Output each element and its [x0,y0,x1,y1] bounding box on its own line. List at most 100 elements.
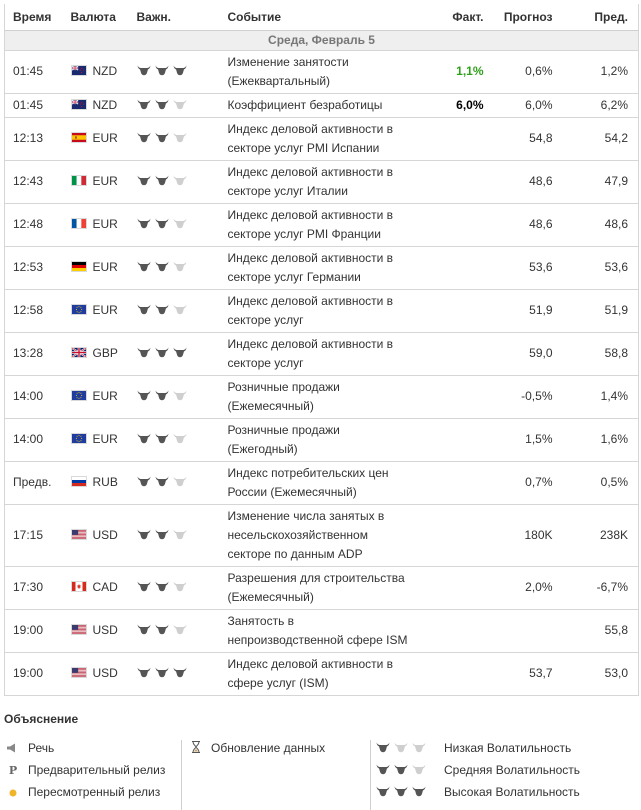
column-header-importance[interactable]: Важн. [136,4,228,31]
table-row[interactable]: 13:28 GBP Индекс деловой активности в секто… [4,332,639,376]
table-row[interactable]: 19:00 USD Занятость в непроизводственной сф… [4,609,639,653]
event-currency: USD [70,652,137,696]
table-row[interactable]: 14:00 EUR Розничные продажи (Ежегодный) 1,5%… [4,418,639,462]
event-text-line: секторе услуг Германии [227,269,361,284]
bull-icon [412,742,426,753]
table-row[interactable]: 01:45 NZD Коэффициент безработицы 6,0% 6,0% 6… [4,93,639,118]
table-row[interactable]: 17:30 CAD Разрешения для строительства (Еже… [4,566,639,610]
legend-item: Низкая Волатильность [376,737,580,759]
event-previous: 51,9 [557,289,639,333]
event-text-line: сфере услуг (ISM) [227,675,329,690]
event-text-line: Розничные продажи [227,422,340,437]
table-row[interactable]: 01:45 NZD Изменение занятости (Ежеквартальн… [4,50,639,94]
bull-icon [155,304,168,315]
event-title[interactable]: Занятость в непроизводственной сфере ISM [227,609,436,653]
column-header-previous[interactable]: Пред. [557,4,639,31]
event-text-line: Индекс деловой активности в [227,121,394,136]
table-row[interactable]: 17:15 USD Изменение числа занятых в несельс… [4,504,639,567]
event-forecast: 6,0% [489,93,558,118]
event-time: Предв. [4,461,71,505]
column-header-event[interactable]: Событие [227,4,436,31]
event-currency: EUR [70,418,137,462]
event-title[interactable]: Индекс деловой активности в сфере услуг (… [227,652,436,696]
event-title[interactable]: Изменение числа занятых в несельскохозяйс… [227,504,436,567]
column-header-forecast[interactable]: Прогноз [489,4,558,31]
event-title[interactable]: Коэффициент безработицы [227,93,436,118]
event-forecast [489,609,558,653]
event-title[interactable]: Индекс деловой активности в секторе услуг… [227,203,436,247]
event-currency: GBP [70,332,137,376]
es-flag-icon [70,131,93,145]
event-title[interactable]: Индекс деловой активности в секторе услуг… [227,117,436,161]
event-text-line: Индекс деловой активности в [227,336,394,351]
event-forecast: -0,5% [489,375,558,419]
event-currency: EUR [70,203,137,247]
table-row[interactable]: 19:00 USD Индекс деловой активности в сфере… [4,652,639,696]
bull-icon [155,624,168,635]
table-row[interactable]: Предв. RUB Индекс потребительских цен Росси… [4,461,639,505]
bull-icon [412,786,426,797]
event-title[interactable]: Изменение занятости (Ежеквартальный) [227,50,436,94]
event-time: 12:13 [4,117,71,161]
event-title[interactable]: Разрешения для строительства (Ежемесячный… [227,566,436,610]
table-row[interactable]: 12:53 EUR Индекс деловой активности в секто… [4,246,639,290]
column-header-time[interactable]: Время [4,4,71,31]
legend-label: Обновление данных [211,741,326,755]
bull-icon [173,175,186,186]
event-forecast: 180K [489,504,558,567]
table-row[interactable]: 12:13 EUR Индекс деловой активности в секто… [4,117,639,161]
event-text-line: Индекс деловой активности в [227,250,394,265]
event-previous: 55,8 [557,609,639,653]
event-importance [136,246,228,290]
legend-divider [370,740,371,810]
eu-flag-icon [70,432,93,446]
event-actual: 1,1% [435,50,490,94]
event-forecast: 48,6 [489,160,558,204]
event-previous: 53,0 [557,652,639,696]
event-currency: EUR [70,117,137,161]
table-row[interactable]: 12:58 EUR Индекс деловой активности в секто… [4,289,639,333]
date-label: Среда, Февраль 5 [4,30,639,51]
event-forecast: 1,5% [489,418,558,462]
event-importance [136,652,228,696]
table-row[interactable]: 12:48 EUR Индекс деловой активности в секто… [4,203,639,247]
event-importance [136,609,228,653]
event-previous: 238K [557,504,639,567]
bull-icon [155,261,168,272]
event-text-line: секторе услуг [227,312,304,327]
currency-code: EUR [92,432,118,446]
us-flag-icon [70,666,93,680]
event-time: 01:45 [4,93,71,118]
event-actual [435,246,490,290]
event-currency: EUR [70,375,137,419]
event-currency: CAD [70,566,137,610]
legend: Объяснение Речь P Предварительный релиз Пер… [0,712,641,810]
nz-flag-icon [70,64,93,78]
event-title[interactable]: Индекс деловой активности в секторе услуг… [227,246,436,290]
table-row[interactable]: 12:43 EUR Индекс деловой активности в секто… [4,160,639,204]
legend-label: Речь [28,741,55,755]
currency-code: EUR [92,131,118,145]
event-title[interactable]: Индекс деловой активности в секторе услуг… [227,160,436,204]
event-text-line: (Ежемесячный) [227,398,314,413]
event-title[interactable]: Розничные продажи (Ежегодный) [227,418,436,462]
event-previous: 58,8 [557,332,639,376]
column-header-actual[interactable]: Факт. [435,4,490,31]
event-text-line: Разрешения для строительства [227,570,405,585]
column-header-currency[interactable]: Валюта [70,4,137,31]
event-title[interactable]: Индекс деловой активности в секторе услуг [227,289,436,333]
bull-icon [394,764,408,775]
event-text-line: (Ежеквартальный) [227,73,331,88]
event-time: 12:53 [4,246,71,290]
event-previous: 1,4% [557,375,639,419]
event-actual [435,375,490,419]
us-flag-icon [70,623,93,637]
event-title[interactable]: Индекс деловой активности в секторе услуг [227,332,436,376]
table-row[interactable]: 14:00 EUR Розничные продажи (Ежемесячный) -0… [4,375,639,419]
date-row: Среда, Февраль 5 [4,30,639,51]
event-title[interactable]: Розничные продажи (Ежемесячный) [227,375,436,419]
bull-icon [137,218,150,229]
bull-icon [137,175,150,186]
bull-icon [137,304,150,315]
event-title[interactable]: Индекс потребительских цен России (Ежемес… [227,461,436,505]
